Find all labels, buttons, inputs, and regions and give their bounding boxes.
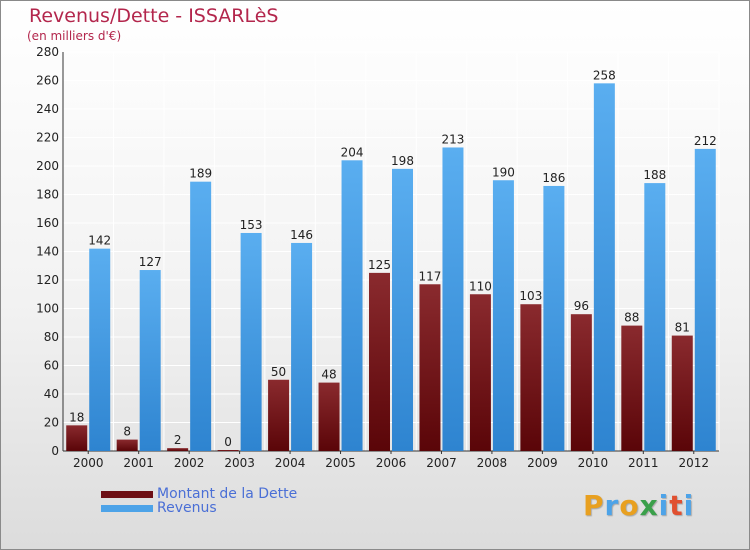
y-tick-label: 140	[36, 245, 59, 259]
y-tick-label: 160	[36, 216, 59, 230]
y-tick-label: 280	[36, 45, 59, 59]
y-tick-label: 260	[36, 74, 59, 88]
bar-revenue	[442, 147, 464, 451]
x-tick-label: 2009	[527, 456, 558, 470]
data-label-revenue: 189	[189, 167, 212, 181]
y-tick-label: 100	[36, 302, 59, 316]
data-label-debt: 125	[368, 258, 391, 272]
bar-revenue	[492, 180, 514, 451]
y-tick-label: 180	[36, 188, 59, 202]
bar-debt	[621, 325, 643, 451]
logo-letter: i	[658, 489, 670, 522]
bar-revenue	[392, 168, 413, 451]
x-tick-label: 2006	[376, 456, 407, 470]
data-label-revenue: 146	[290, 228, 313, 242]
y-tick-label: 40	[44, 387, 59, 401]
y-tick-label: 80	[44, 330, 59, 344]
data-label-revenue: 127	[139, 255, 162, 269]
data-label-debt: 48	[321, 368, 336, 382]
x-tick-label: 2012	[678, 456, 709, 470]
x-tick-label: 2011	[628, 456, 659, 470]
bar-revenue	[593, 83, 615, 451]
data-label-revenue: 188	[643, 168, 666, 182]
legend: Montant de la Dette Revenus	[101, 486, 298, 516]
x-tick-label: 2005	[325, 456, 356, 470]
legend-label-debt: Montant de la Dette	[157, 486, 298, 502]
bar-debt	[318, 382, 340, 451]
chart-subtitle: (en milliers d'€)	[27, 29, 122, 43]
bar-revenue	[139, 270, 161, 451]
data-label-debt: 88	[624, 311, 639, 325]
bar-debt	[570, 314, 592, 451]
logo-letter: P	[583, 489, 605, 522]
x-tick-label: 2000	[73, 456, 104, 470]
logo-letter: x	[639, 489, 659, 522]
bar-debt	[520, 304, 542, 451]
bar-debt	[671, 335, 693, 451]
data-label-revenue: 212	[694, 134, 717, 148]
data-label-revenue: 190	[492, 165, 515, 179]
data-label-debt: 103	[519, 289, 542, 303]
x-tick-label: 2003	[224, 456, 255, 470]
bar-debt	[116, 439, 138, 451]
bar-revenue	[240, 232, 262, 451]
x-tick-label: 2007	[426, 456, 457, 470]
data-label-debt: 81	[675, 321, 690, 335]
data-label-revenue: 153	[240, 218, 263, 232]
data-label-debt: 0	[224, 435, 232, 449]
y-tick-label: 240	[36, 102, 59, 116]
data-label-debt: 50	[271, 365, 286, 379]
data-label-revenue: 213	[442, 132, 465, 146]
x-tick-label: 2002	[174, 456, 205, 470]
data-label-debt: 2	[174, 433, 182, 447]
bar-debt	[419, 284, 441, 451]
data-label-debt: 117	[419, 269, 442, 283]
y-tick-label: 120	[36, 273, 59, 287]
y-tick-label: 60	[44, 359, 59, 373]
bar-debt	[268, 379, 290, 451]
bar-debt	[469, 294, 491, 451]
y-tick-label: 0	[51, 444, 59, 458]
x-tick-label: 2004	[275, 456, 306, 470]
chart-title: Revenus/Dette - ISSARLèS	[29, 5, 279, 27]
bar-revenue	[190, 181, 212, 452]
data-label-revenue: 142	[88, 234, 111, 248]
bar-revenue	[291, 242, 313, 451]
data-label-debt: 96	[574, 299, 589, 313]
data-label-debt: 8	[123, 425, 131, 439]
data-label-revenue: 198	[391, 154, 414, 168]
logo-letter: i	[683, 489, 695, 522]
y-tick-label: 20	[44, 416, 59, 430]
data-label-debt: 18	[69, 410, 84, 424]
bar-revenue	[543, 185, 565, 451]
bar-revenue	[89, 248, 111, 451]
bar-debt	[217, 450, 239, 451]
legend-swatch-revenue	[101, 504, 153, 512]
data-label-revenue: 204	[341, 145, 364, 159]
bar-debt	[369, 272, 390, 451]
proxiti-logo: Proxiti	[583, 489, 694, 522]
bar-revenue	[694, 148, 716, 451]
legend-swatch-debt	[101, 490, 153, 498]
data-label-revenue: 258	[593, 68, 616, 82]
x-tick-label: 2008	[477, 456, 508, 470]
bar-debt	[167, 448, 189, 451]
x-tick-label: 2010	[578, 456, 609, 470]
logo-letter: o	[619, 489, 640, 522]
data-label-revenue: 186	[542, 171, 565, 185]
logo-letter: r	[604, 489, 620, 522]
legend-item-debt: Montant de la Dette	[101, 486, 298, 502]
logo-letter: t	[669, 489, 684, 522]
legend-label-revenue: Revenus	[157, 500, 217, 516]
bar-debt	[66, 425, 88, 451]
legend-item-revenue: Revenus	[101, 500, 297, 516]
bar-revenue	[341, 160, 363, 452]
y-tick-label: 200	[36, 159, 59, 173]
bar-revenue	[644, 183, 666, 451]
data-label-debt: 110	[469, 279, 492, 293]
y-tick-label: 220	[36, 131, 59, 145]
x-tick-label: 2001	[123, 456, 154, 470]
